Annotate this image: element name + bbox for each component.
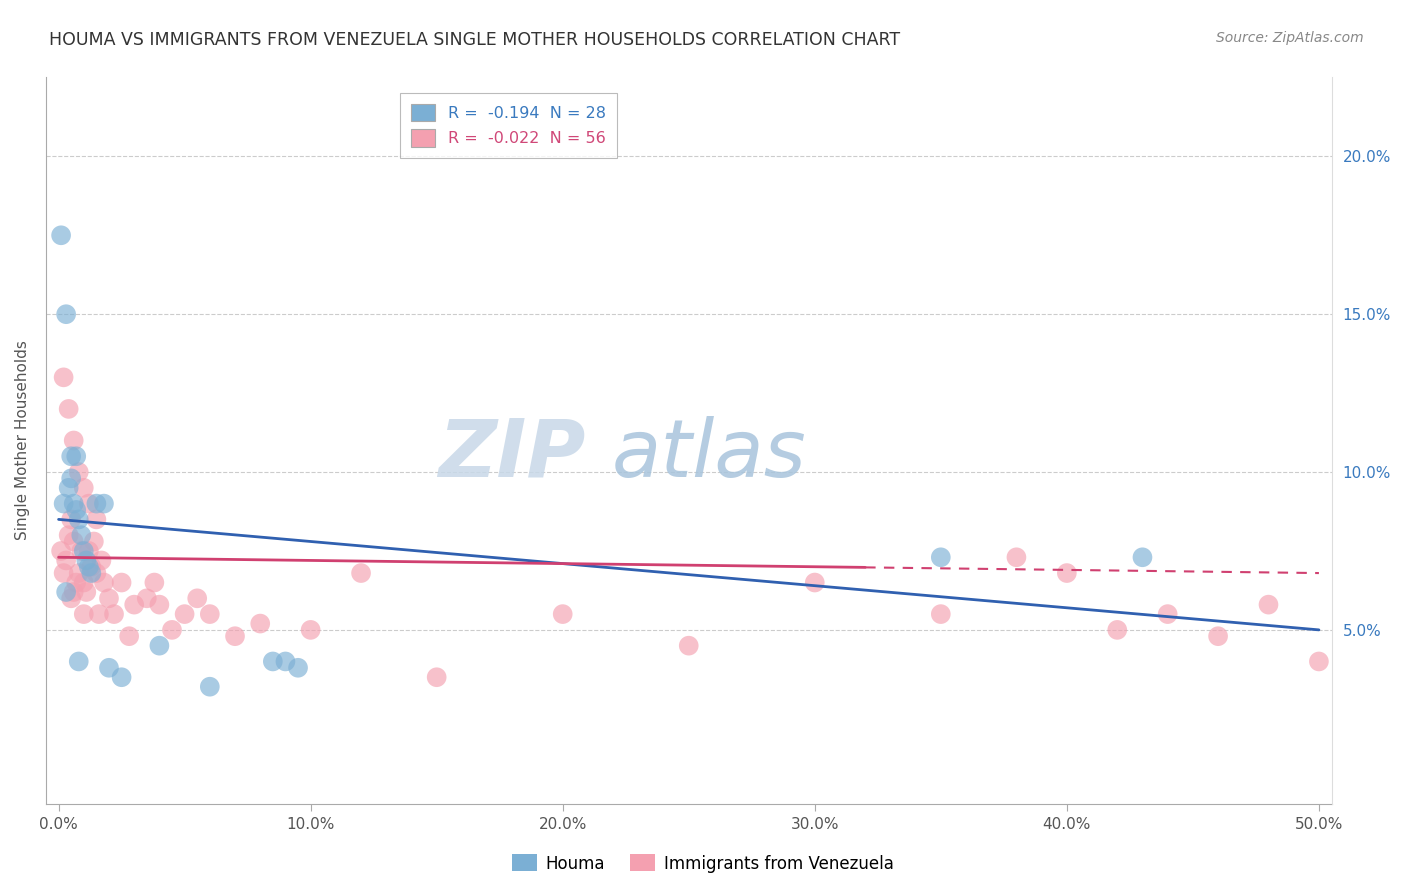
Point xyxy=(98,591,121,606)
Point xyxy=(551,607,574,621)
Point xyxy=(1206,629,1229,643)
Point xyxy=(65,575,87,590)
Point xyxy=(262,655,284,669)
Point xyxy=(103,607,125,621)
Point xyxy=(1156,607,1178,621)
Point xyxy=(62,434,84,448)
Point xyxy=(77,559,100,574)
Point xyxy=(67,512,90,526)
Point xyxy=(58,481,80,495)
Point xyxy=(287,661,309,675)
Point xyxy=(65,503,87,517)
Point xyxy=(60,591,83,606)
Text: atlas: atlas xyxy=(612,416,807,494)
Point xyxy=(90,553,112,567)
Point xyxy=(75,585,97,599)
Point xyxy=(55,553,77,567)
Text: HOUMA VS IMMIGRANTS FROM VENEZUELA SINGLE MOTHER HOUSEHOLDS CORRELATION CHART: HOUMA VS IMMIGRANTS FROM VENEZUELA SINGL… xyxy=(49,31,900,49)
Point xyxy=(70,544,93,558)
Point xyxy=(198,607,221,621)
Point xyxy=(1107,623,1129,637)
Text: Source: ZipAtlas.com: Source: ZipAtlas.com xyxy=(1216,31,1364,45)
Legend: R =  -0.194  N = 28, R =  -0.022  N = 56: R = -0.194 N = 28, R = -0.022 N = 56 xyxy=(401,93,617,158)
Point xyxy=(86,512,108,526)
Point xyxy=(929,550,952,565)
Point xyxy=(67,465,90,479)
Point xyxy=(110,670,132,684)
Point xyxy=(73,575,96,590)
Point xyxy=(118,629,141,643)
Point xyxy=(86,566,108,580)
Point xyxy=(929,607,952,621)
Point xyxy=(58,528,80,542)
Point xyxy=(52,566,75,580)
Point xyxy=(87,607,110,621)
Point xyxy=(173,607,195,621)
Point xyxy=(65,450,87,464)
Point xyxy=(62,497,84,511)
Point xyxy=(224,629,246,643)
Point xyxy=(135,591,157,606)
Point xyxy=(1132,550,1154,565)
Point xyxy=(67,566,90,580)
Point xyxy=(148,598,170,612)
Point xyxy=(198,680,221,694)
Point xyxy=(73,607,96,621)
Point xyxy=(1257,598,1279,612)
Point xyxy=(299,623,322,637)
Point xyxy=(98,661,121,675)
Y-axis label: Single Mother Households: Single Mother Households xyxy=(15,341,30,541)
Point xyxy=(55,307,77,321)
Point xyxy=(274,655,297,669)
Point xyxy=(110,575,132,590)
Point xyxy=(80,559,103,574)
Point xyxy=(77,544,100,558)
Point xyxy=(60,471,83,485)
Point xyxy=(49,228,72,243)
Point xyxy=(186,591,208,606)
Point xyxy=(62,534,84,549)
Point xyxy=(73,544,96,558)
Point xyxy=(1308,655,1330,669)
Point xyxy=(93,497,115,511)
Point xyxy=(77,497,100,511)
Point xyxy=(83,534,105,549)
Point xyxy=(75,553,97,567)
Point xyxy=(55,585,77,599)
Point xyxy=(70,528,93,542)
Point xyxy=(60,512,83,526)
Point xyxy=(58,401,80,416)
Point xyxy=(60,450,83,464)
Point xyxy=(426,670,449,684)
Point xyxy=(62,585,84,599)
Point xyxy=(67,655,90,669)
Point xyxy=(803,575,825,590)
Point xyxy=(52,497,75,511)
Point xyxy=(49,544,72,558)
Point xyxy=(86,497,108,511)
Point xyxy=(350,566,373,580)
Point xyxy=(73,481,96,495)
Point xyxy=(122,598,145,612)
Point xyxy=(93,575,115,590)
Point xyxy=(1005,550,1028,565)
Point xyxy=(52,370,75,384)
Legend: Houma, Immigrants from Venezuela: Houma, Immigrants from Venezuela xyxy=(506,847,900,880)
Point xyxy=(678,639,700,653)
Text: ZIP: ZIP xyxy=(439,416,586,494)
Point xyxy=(160,623,183,637)
Point xyxy=(80,566,103,580)
Point xyxy=(143,575,166,590)
Point xyxy=(249,616,271,631)
Point xyxy=(148,639,170,653)
Point xyxy=(1056,566,1078,580)
